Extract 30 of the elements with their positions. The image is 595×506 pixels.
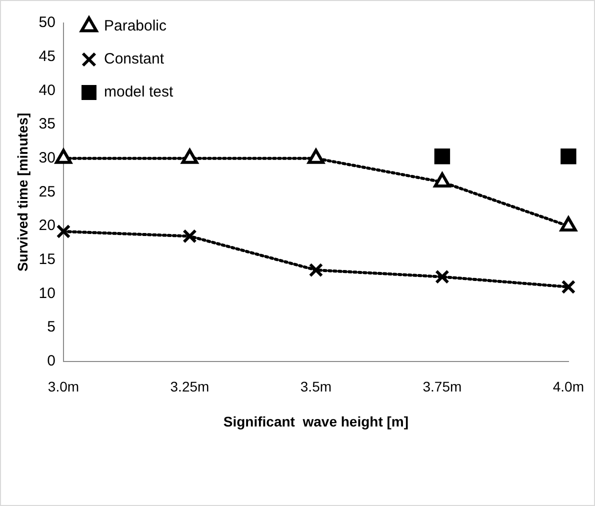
x-axis-title: Significant wave height [m] [223,413,409,430]
y-tick-label: 50 [38,14,56,32]
point [182,229,197,244]
x-tick-label: 3.0m [48,378,80,395]
y-tick-label: 45 [38,48,56,65]
y-tick-label: 5 [47,318,56,336]
point [308,262,324,278]
y-tick-label: 40 [38,82,56,99]
x-tick-label: 3.5m [300,378,332,395]
y-tick-label: 0 [47,352,56,370]
point [434,172,451,188]
y-tick-label: 15 [38,251,56,268]
y-tick-label: 20 [38,217,56,234]
x-tick-label: 3.25m [170,378,210,395]
x-tick-label: 3.75m [422,378,462,395]
x-tick-label: 4.0m [552,378,584,395]
point [56,224,71,239]
point [435,270,450,284]
y-tick-label: 25 [38,183,56,200]
y-tick-label: 30 [38,150,56,166]
y-tick-label: 10 [38,284,56,302]
legend-label: Constant [104,50,165,68]
point [308,148,324,164]
y-axis-title: Survived time [minutes] [14,112,30,272]
legend-label: model test [104,84,174,101]
point [181,148,198,164]
legend-label: Parabolic [104,18,168,35]
point [561,280,576,294]
point [560,216,577,232]
y-tick-label: 35 [38,116,56,133]
